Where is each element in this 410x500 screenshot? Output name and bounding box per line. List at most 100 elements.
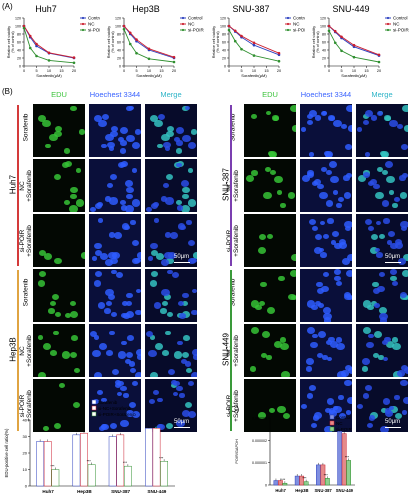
nucleus — [386, 176, 395, 184]
row-label: NC+Sorafenib — [19, 331, 33, 371]
nucleus — [264, 167, 271, 173]
nucleus — [345, 410, 352, 415]
y-tick-label: 20 — [23, 451, 28, 456]
nucleus — [362, 393, 370, 400]
nucleus — [70, 301, 77, 307]
nucleus — [332, 405, 338, 411]
legend-marker — [81, 16, 85, 20]
nucleus — [371, 300, 378, 306]
significance-label: *** — [302, 477, 307, 481]
nucleus — [381, 200, 390, 207]
nucleus — [343, 379, 352, 387]
x-tick-label: 10 — [147, 69, 151, 73]
nucleus — [315, 234, 323, 240]
data-point — [122, 27, 126, 31]
nucleus — [291, 125, 296, 132]
nucleus — [287, 192, 296, 199]
y-tick-label: 20 — [322, 57, 326, 61]
nucleus — [180, 205, 190, 212]
data-point — [35, 54, 38, 58]
nucleus — [117, 351, 127, 359]
nucleus — [347, 125, 352, 132]
nucleus — [132, 257, 141, 265]
nucleus — [168, 368, 176, 375]
nucleus — [187, 411, 197, 419]
data-point — [233, 29, 237, 33]
legend-label: si-POIR+Sorafenib — [98, 412, 136, 417]
nucleus — [309, 110, 318, 117]
nucleus — [50, 350, 57, 357]
nucleus — [134, 372, 141, 377]
data-point — [28, 46, 32, 50]
nucleus — [250, 326, 260, 334]
nucleus — [368, 226, 375, 232]
nucleus — [176, 205, 183, 211]
nucleus — [399, 192, 408, 199]
y-tick-label: 40 — [322, 49, 326, 53]
nucleus — [373, 353, 380, 359]
nucleus — [54, 311, 61, 317]
nucleus — [70, 105, 77, 112]
nucleus — [339, 238, 347, 245]
nucleus — [154, 218, 160, 223]
nucleus — [362, 119, 369, 125]
line-chart-snu449: SNU-449 0 20 40 60 80 100 120 0 5 10 15 20 Sorafenib(… — [312, 4, 410, 78]
nucleus — [372, 281, 379, 287]
nucleus — [181, 180, 190, 187]
x-axis-label: Sorafenib(μM) — [241, 73, 267, 78]
nucleus — [167, 269, 173, 275]
cell-line-bracket — [17, 270, 19, 431]
nucleus — [315, 300, 322, 306]
bar — [36, 441, 45, 487]
nucleus — [251, 170, 258, 176]
legend-marker — [81, 22, 85, 26]
data-point — [377, 60, 381, 64]
x-tick-label: SNU-387 — [111, 489, 130, 494]
nucleus — [376, 220, 382, 226]
y-tick-label: 20 — [222, 57, 226, 61]
nucleus — [396, 369, 405, 377]
data-point — [252, 43, 256, 47]
nucleus — [341, 258, 350, 266]
nucleus — [188, 240, 196, 247]
nucleus — [257, 412, 266, 420]
x-tick-label: 5 — [240, 69, 242, 73]
legend-label: si-POIR — [336, 427, 353, 432]
panel-label-b: (B) — [2, 87, 13, 96]
nucleus — [182, 292, 189, 299]
edu-bar-chart: 0 10 20 30 40 EDU-positive cell ratio(%) *** Hu… — [4, 399, 175, 494]
nucleus — [399, 291, 408, 298]
micrograph-tile — [88, 213, 142, 268]
legend-swatch — [91, 405, 97, 411]
nucleus — [120, 140, 127, 146]
nucleus — [38, 249, 47, 257]
nucleus — [391, 280, 399, 287]
nucleus — [75, 167, 82, 173]
nucleus — [403, 125, 408, 132]
nucleus — [290, 104, 296, 112]
data-point — [135, 51, 138, 55]
nucleus — [394, 197, 400, 203]
cell-line-bracket — [230, 105, 232, 266]
nucleus — [344, 364, 352, 371]
legend-label: si-POIR — [88, 28, 100, 33]
bar — [160, 461, 168, 487]
nucleus — [395, 242, 403, 249]
nucleus — [333, 269, 341, 275]
x-axis-label: Sorafenib(μM) — [136, 73, 162, 78]
nucleus — [131, 141, 140, 149]
y-axis-label-line: Relative cell viability — [107, 26, 111, 58]
nucleus — [313, 415, 320, 421]
x-tick-label: Hep3B — [295, 488, 308, 493]
nucleus — [166, 130, 174, 137]
nucleus — [370, 115, 378, 121]
nucleus — [182, 301, 189, 307]
nucleus — [384, 408, 392, 414]
nucleus — [392, 203, 398, 208]
nucleus — [317, 330, 327, 338]
nucleus — [107, 182, 113, 188]
data-point — [352, 43, 356, 47]
nucleus — [401, 225, 408, 231]
legend-swatch — [329, 414, 335, 420]
nucleus — [72, 402, 81, 409]
